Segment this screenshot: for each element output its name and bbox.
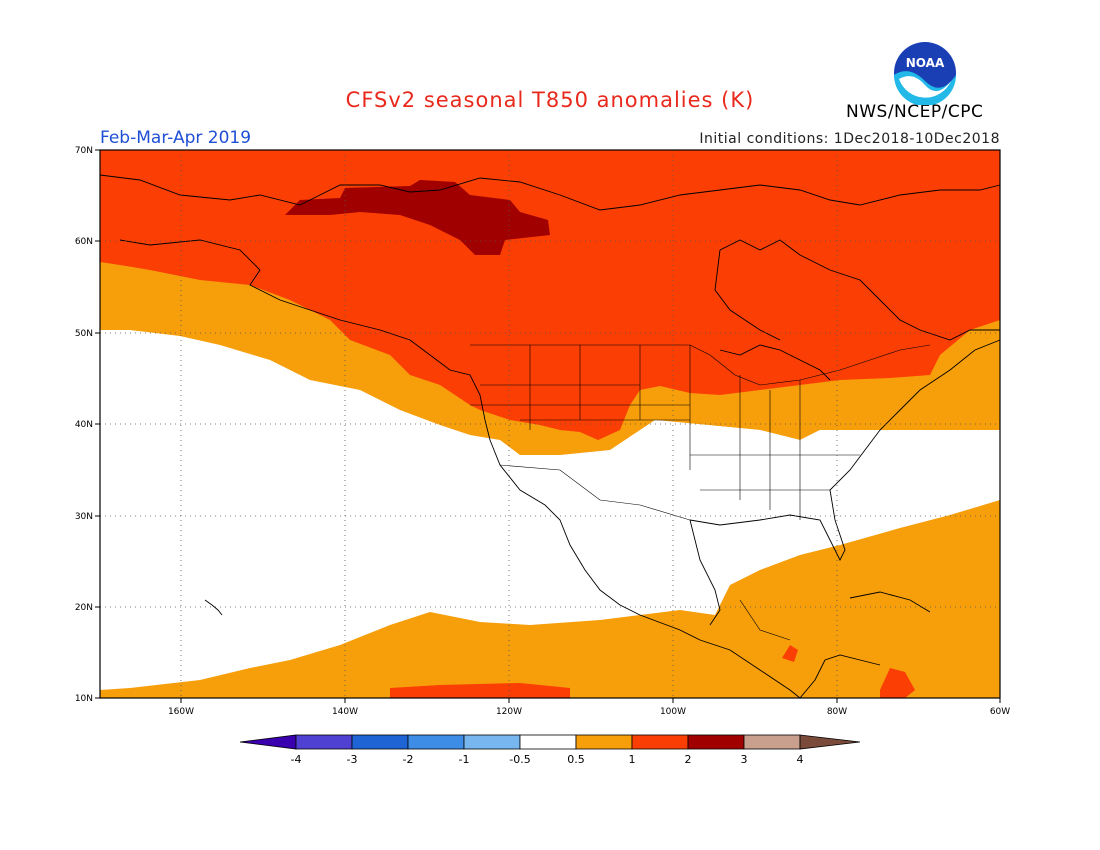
lat-label: 20N [75,603,93,613]
colorbar-label: 4 [797,753,804,766]
lat-label: 70N [75,146,93,156]
logo-text: NOAA [906,56,945,70]
anomaly-region-red-north [100,150,1000,440]
anomaly-region-orange-south [100,500,1000,698]
lat-label: 40N [75,420,93,430]
colorbar-label: -1 [459,753,470,766]
colorbar-swatch [631,734,689,750]
colorbar-label: 3 [741,753,748,766]
colorbar-swatch [407,734,465,750]
agency-label: NWS/NCEP/CPC [846,102,984,122]
lon-label: 80W [827,707,847,717]
anomaly-region-red-central-america [782,645,798,662]
colorbar-label: 0.5 [567,753,585,766]
chart-title: CFSv2 seasonal T850 anomalies (K) [345,88,755,112]
political-borders [470,344,931,641]
coastlines [99,174,1001,699]
colorbar-swatch [687,734,745,750]
lon-label: 140W [332,707,358,717]
colorbar-swatch [295,734,353,750]
colorbar-swatch [351,734,409,750]
colorbar-swatch [519,734,577,750]
colorbar-swatch [743,734,801,750]
colorbar-swatch [239,734,297,750]
anomaly-region-neutral-us [520,420,995,615]
anomaly-region-darkred [285,180,550,255]
colorbar-swatch [799,734,861,750]
anomaly-region-red-caribbean [880,668,915,698]
lat-label: 30N [75,512,93,522]
colorbar-swatch [463,734,521,750]
colorbar-label: -2 [403,753,414,766]
lat-label: 50N [75,329,93,339]
lat-label: 60N [75,237,93,247]
colorbar-label: -4 [291,753,302,766]
anomaly-region-red-south [390,683,570,698]
colorbar-label: 1 [629,753,636,766]
axis-ticks [95,149,1001,703]
lon-label: 160W [168,707,194,717]
lat-label: 10N [75,694,93,704]
lon-label: 60W [990,707,1010,717]
noaa-logo: NOAA [894,42,956,105]
colorbar-swatch [575,734,633,750]
colorbar-label: -0.5 [509,753,530,766]
lon-label: 120W [496,707,522,717]
season-label: Feb-Mar-Apr 2019 [100,128,252,148]
colorbar [239,734,861,750]
lon-label: 100W [660,707,686,717]
colorbar-label: -3 [347,753,358,766]
initial-conditions-label: Initial conditions: 1Dec2018-10Dec2018 [699,131,1000,147]
colorbar-label: 2 [685,753,692,766]
graticule [100,150,1000,698]
